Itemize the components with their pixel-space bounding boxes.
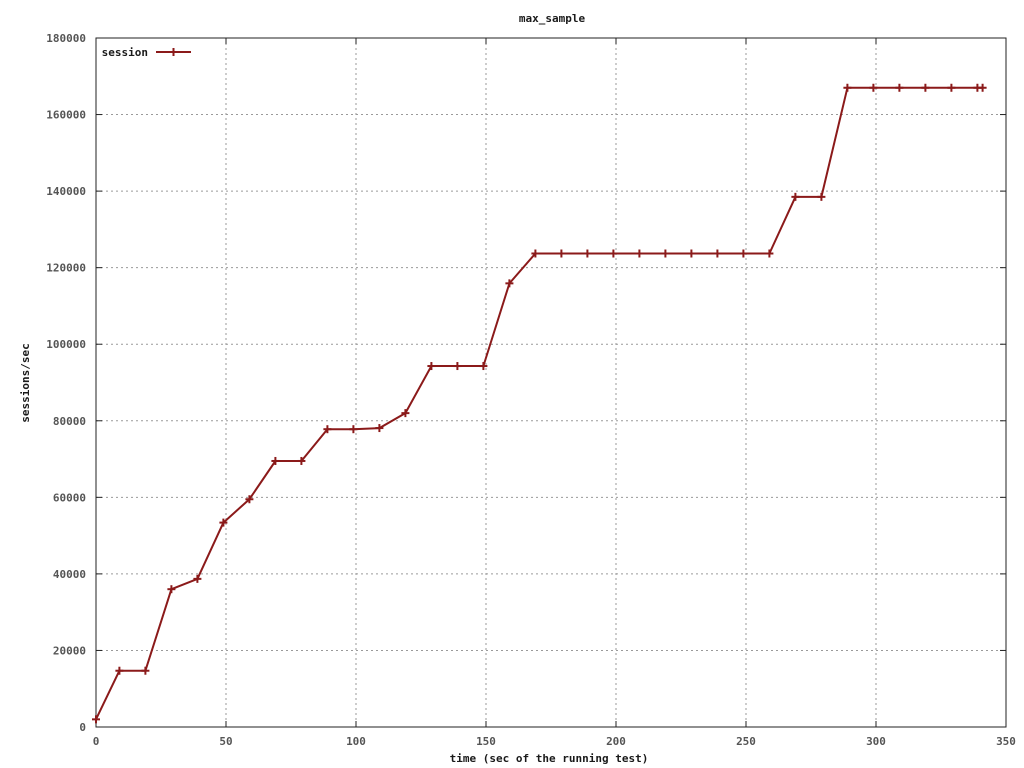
y-axis-ticks: 0 20000 40000 60000 80000 100000 120000 140000 1…: [46, 32, 1006, 734]
data-point: [609, 249, 618, 258]
series-session: [92, 83, 987, 724]
data-point: [765, 249, 774, 258]
y-tick-label: 100000: [46, 338, 86, 351]
data-point: [427, 362, 436, 371]
x-tick-label: 150: [476, 735, 496, 748]
y-tick-label: 120000: [46, 262, 86, 275]
data-point: [219, 518, 228, 527]
data-point: [115, 666, 124, 675]
legend: session: [102, 46, 191, 59]
data-point: [739, 249, 748, 258]
data-point: [531, 249, 540, 258]
data-point: [401, 409, 410, 418]
y-axis-label: sessions/sec: [19, 343, 32, 422]
data-point: [505, 279, 514, 288]
data-point: [167, 585, 176, 594]
data-point: [791, 192, 800, 201]
data-point: [687, 249, 696, 258]
data-point: [947, 83, 956, 92]
data-point: [375, 424, 384, 433]
series-line-session: [95, 86, 983, 720]
y-tick-label: 20000: [53, 644, 86, 657]
data-point: [869, 83, 878, 92]
x-tick-label: 50: [219, 735, 232, 748]
x-tick-label: 200: [606, 735, 626, 748]
chart-title: max_sample: [519, 12, 586, 25]
x-axis-label: time (sec of the running test): [450, 752, 649, 765]
legend-label-session: session: [102, 46, 148, 59]
data-point: [323, 425, 332, 434]
x-tick-label: 100: [346, 735, 366, 748]
data-point: [479, 362, 488, 371]
y-tick-label: 140000: [46, 185, 86, 198]
data-point: [271, 456, 280, 465]
data-point: [453, 362, 462, 371]
data-point: [193, 574, 202, 583]
data-point: [978, 83, 987, 92]
y-tick-label: 0: [79, 721, 86, 734]
data-point: [141, 666, 150, 675]
data-point: [661, 249, 670, 258]
legend-marker-session: [169, 48, 178, 56]
data-point: [713, 249, 722, 258]
legend-plus-marker: [169, 48, 178, 56]
y-tick-label: 180000: [46, 32, 86, 45]
grid-lines: [96, 38, 1006, 727]
y-tick-label: 80000: [53, 415, 86, 428]
data-point: [635, 249, 644, 258]
x-tick-label: 0: [93, 735, 100, 748]
x-axis-ticks: 0 50 100 150 200 250 300 350: [93, 38, 1016, 748]
x-tick-label: 300: [866, 735, 886, 748]
data-point: [843, 83, 852, 92]
data-point: [583, 249, 592, 258]
x-tick-label: 250: [736, 735, 756, 748]
y-tick-label: 60000: [53, 491, 86, 504]
data-point: [817, 192, 826, 201]
data-point: [297, 456, 306, 465]
data-point: [349, 425, 358, 434]
data-point: [92, 715, 100, 724]
x-tick-label: 350: [996, 735, 1016, 748]
data-point: [245, 495, 254, 504]
plot-frame: [95, 37, 1007, 728]
data-point: [557, 249, 566, 258]
y-tick-label: 40000: [53, 568, 86, 581]
data-point: [895, 83, 904, 92]
y-tick-label: 160000: [46, 109, 86, 122]
data-point: [921, 83, 930, 92]
